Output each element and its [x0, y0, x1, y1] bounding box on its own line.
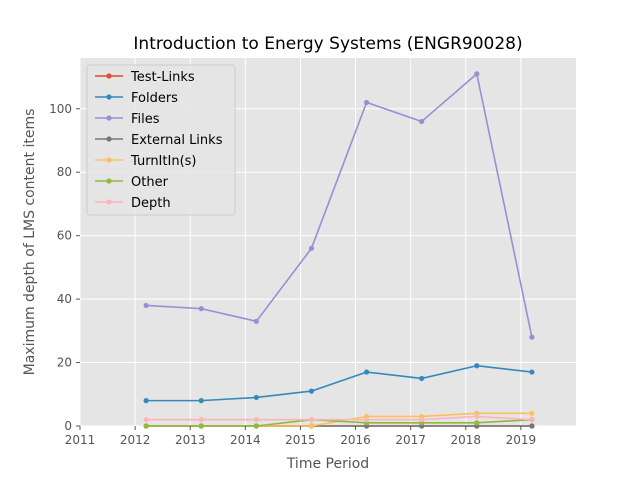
y-tick-label: 100 [49, 102, 72, 116]
series-line-folders [146, 364, 533, 402]
legend-label: Other [131, 175, 169, 190]
y-tick-label: 80 [57, 165, 72, 179]
y-tick-label: 0 [64, 419, 72, 433]
legend-item-external-links: External Links [95, 133, 223, 148]
data-point-other [143, 423, 149, 429]
data-point-depth [363, 417, 370, 423]
data-point-depth [198, 417, 204, 423]
data-point-other [474, 420, 480, 426]
legend-item-other: Other [95, 175, 169, 190]
y-tick-label: 20 [57, 356, 72, 370]
legend-label: Depth [131, 196, 171, 211]
x-tick-label: 2015 [285, 433, 316, 447]
data-point-turnitin-s [308, 423, 315, 429]
x-tick-label: 2019 [506, 433, 537, 447]
x-tick-label: 2017 [395, 433, 426, 447]
axis-ticks: 2011 2012 2013 2014 2015 2016 2017 2018 2019 0 20 4… [49, 102, 536, 447]
data-point-files [143, 302, 149, 309]
data-point-files [253, 318, 259, 324]
data-point-folders [198, 398, 204, 404]
legend-box [86, 64, 236, 216]
series-folders [143, 363, 535, 404]
x-tick-label: 2018 [451, 433, 482, 447]
legend-label: Folders [131, 91, 178, 106]
x-tick-label: 2014 [230, 433, 261, 447]
data-point-other [253, 423, 259, 429]
x-axis-label: Time Period [286, 456, 369, 472]
y-tick-label: 40 [57, 292, 72, 306]
data-point-folders [308, 388, 315, 394]
legend-label: Test-Links [130, 70, 195, 85]
x-tick-label: 2013 [175, 433, 206, 447]
legend-item-folders: Folders [95, 91, 178, 106]
series-line-files [146, 73, 533, 338]
x-tick-label: 2012 [120, 433, 151, 447]
legend-marker [106, 73, 112, 79]
legend-marker [106, 115, 112, 121]
chart-title: Introduction to Energy Systems (ENGR9002… [133, 34, 522, 54]
legend-marker [106, 178, 112, 184]
legend-item-files: Files [95, 112, 160, 127]
data-point-turnitin-s [529, 410, 535, 416]
data-point-depth [253, 417, 259, 423]
legend-item-depth: Depth [95, 196, 171, 211]
data-point-files [474, 71, 480, 77]
data-point-depth [143, 417, 149, 423]
data-point-external-links [529, 423, 535, 429]
x-tick-label: 2016 [340, 433, 371, 447]
series-line-other [146, 418, 532, 427]
data-point-files [419, 118, 425, 125]
data-point-folders [474, 363, 480, 369]
legend-marker [106, 94, 112, 100]
series-files [143, 71, 535, 340]
data-point-depth [529, 417, 535, 423]
data-point-other [198, 423, 204, 429]
data-point-depth [474, 413, 480, 420]
data-point-files [308, 245, 315, 251]
y-tick-label: 60 [57, 229, 72, 243]
legend-item-turnitin-s: TurnItIn(s) [95, 154, 196, 169]
data-point-folders [419, 375, 425, 382]
x-tick-label: 2011 [65, 433, 96, 447]
legend-marker [106, 157, 112, 163]
legend-marker [106, 199, 112, 205]
legend-label: TurnItIn(s) [130, 154, 196, 169]
series-depth [143, 413, 535, 423]
data-point-folders [253, 394, 259, 401]
legend-label: Files [131, 112, 160, 127]
data-point-files [529, 334, 535, 340]
legend-item-test-links: Test-Links [95, 70, 195, 85]
series-line-depth [146, 415, 532, 421]
legend-marker [106, 136, 112, 142]
data-point-depth [419, 417, 425, 423]
data-point-files [198, 306, 204, 312]
series-layer [143, 71, 535, 429]
data-point-files [363, 99, 370, 106]
data-point-folders [529, 369, 535, 375]
data-point-folders [143, 398, 149, 404]
y-axis-label: Maximum depth of LMS content items [22, 109, 38, 376]
data-point-depth [308, 417, 315, 423]
data-point-folders [363, 369, 370, 375]
legend: Test-Links Folders Files External Links Turn… [86, 64, 236, 216]
legend-label: External Links [131, 133, 223, 148]
